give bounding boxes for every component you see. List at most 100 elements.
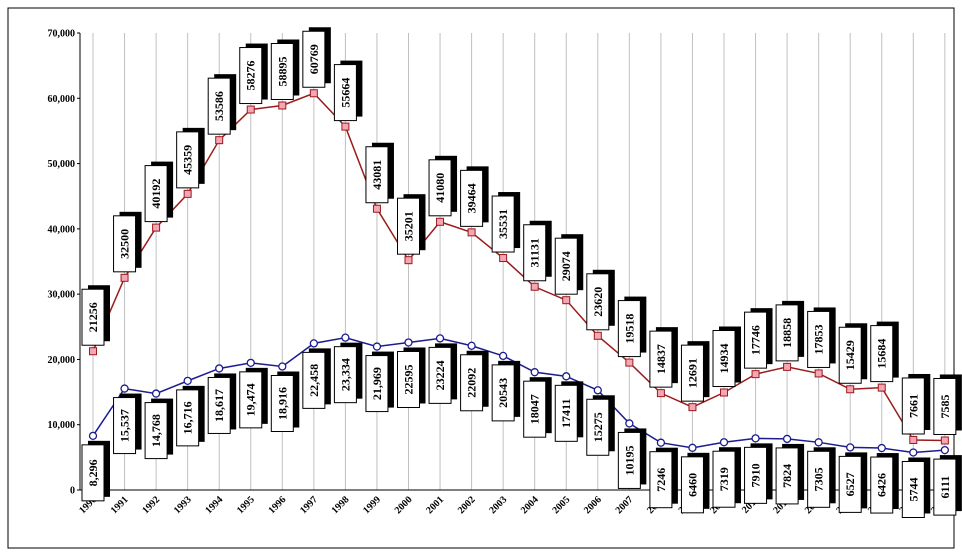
- label-box: [617, 431, 641, 489]
- label-box: [333, 346, 357, 404]
- label-box: [239, 47, 263, 105]
- marker: [940, 436, 949, 445]
- marker: [877, 443, 886, 453]
- data-label: 7319: [717, 467, 731, 491]
- marker: [720, 388, 728, 397]
- marker: [846, 443, 855, 452]
- data-label: 15,537: [118, 409, 132, 442]
- data-label: 41080: [433, 173, 447, 203]
- data-label: 18,916: [275, 387, 289, 420]
- y-tick-label: 50,000: [48, 159, 76, 170]
- label-box: [239, 371, 263, 429]
- label-box: [113, 215, 137, 273]
- marker: [120, 273, 129, 282]
- data-label: 15684: [875, 339, 889, 369]
- data-label: 18858: [780, 318, 794, 348]
- label-box: [397, 350, 420, 408]
- marker: [909, 448, 918, 457]
- marker: [814, 438, 823, 447]
- data-label: 39464: [465, 183, 479, 213]
- marker: [435, 334, 445, 343]
- marker: [656, 438, 666, 447]
- marker: [783, 362, 792, 371]
- label-box: [744, 311, 768, 369]
- data-label: 7246: [654, 468, 668, 492]
- data-label: 21,969: [370, 367, 384, 400]
- marker: [498, 351, 508, 361]
- y-tick-label: 40,000: [48, 224, 76, 235]
- label-box: [901, 377, 925, 435]
- marker: [499, 254, 508, 263]
- label-box: [491, 195, 515, 253]
- marker: [625, 358, 634, 367]
- data-label: 7661: [906, 394, 920, 418]
- label-box: [460, 169, 484, 227]
- data-label: 55664: [338, 78, 352, 108]
- label-box: [586, 273, 610, 331]
- data-label: 35201: [402, 211, 416, 241]
- label-box: [365, 355, 389, 413]
- marker: [309, 89, 318, 98]
- label-box: [870, 325, 894, 383]
- label-box: [428, 346, 452, 404]
- label-box: [428, 159, 452, 217]
- data-label: 16,716: [181, 401, 195, 434]
- data-label: 21256: [86, 302, 100, 332]
- label-box: [554, 237, 578, 295]
- label-box: [397, 197, 420, 255]
- label-box: [270, 375, 294, 433]
- marker: [688, 403, 697, 412]
- marker: [278, 101, 287, 110]
- label-box: [207, 376, 231, 434]
- label-box: [838, 455, 862, 513]
- data-label: 43081: [370, 160, 384, 190]
- data-label: 32500: [118, 229, 132, 259]
- marker: [215, 136, 224, 145]
- label-box: [144, 165, 168, 223]
- marker: [909, 435, 918, 444]
- data-label: 23,334: [338, 358, 352, 391]
- data-label: 53586: [212, 91, 226, 121]
- marker: [782, 434, 792, 444]
- data-label: 22,458: [307, 364, 321, 397]
- label-box: [81, 444, 105, 502]
- data-label: 19,474: [244, 383, 258, 416]
- marker: [341, 122, 350, 131]
- label-box: [333, 64, 357, 122]
- label-box: [302, 30, 326, 88]
- y-tick-label: 30,000: [48, 290, 76, 301]
- marker: [530, 282, 539, 291]
- marker: [183, 189, 192, 198]
- marker: [719, 438, 729, 447]
- marker: [751, 434, 760, 443]
- marker: [341, 333, 350, 342]
- label-box: [460, 354, 484, 412]
- marker: [404, 256, 413, 265]
- marker: [246, 105, 255, 114]
- label-box: [680, 344, 704, 402]
- label-box: [712, 330, 736, 388]
- data-label: 22092: [465, 368, 479, 398]
- data-label: 6426: [875, 473, 889, 497]
- data-label: 14,768: [149, 414, 163, 447]
- y-tick-label: 20,000: [48, 355, 76, 366]
- label-box: [680, 456, 704, 514]
- marker: [89, 347, 97, 356]
- data-label: 31131: [528, 238, 542, 267]
- label-box: [81, 288, 105, 346]
- data-label: 14837: [654, 344, 668, 374]
- label-box: [775, 447, 799, 505]
- label-box: [144, 402, 168, 460]
- marker: [751, 370, 760, 379]
- marker: [688, 443, 697, 452]
- label-box: [365, 146, 389, 204]
- label-box: [933, 377, 957, 435]
- label-box: [302, 351, 326, 409]
- label-box: [113, 397, 137, 455]
- label-box: [744, 446, 768, 504]
- data-label: 19518: [622, 314, 636, 344]
- label-box: [807, 450, 831, 508]
- marker: [625, 419, 634, 428]
- data-label: 6527: [843, 472, 857, 496]
- label-box: [176, 131, 200, 189]
